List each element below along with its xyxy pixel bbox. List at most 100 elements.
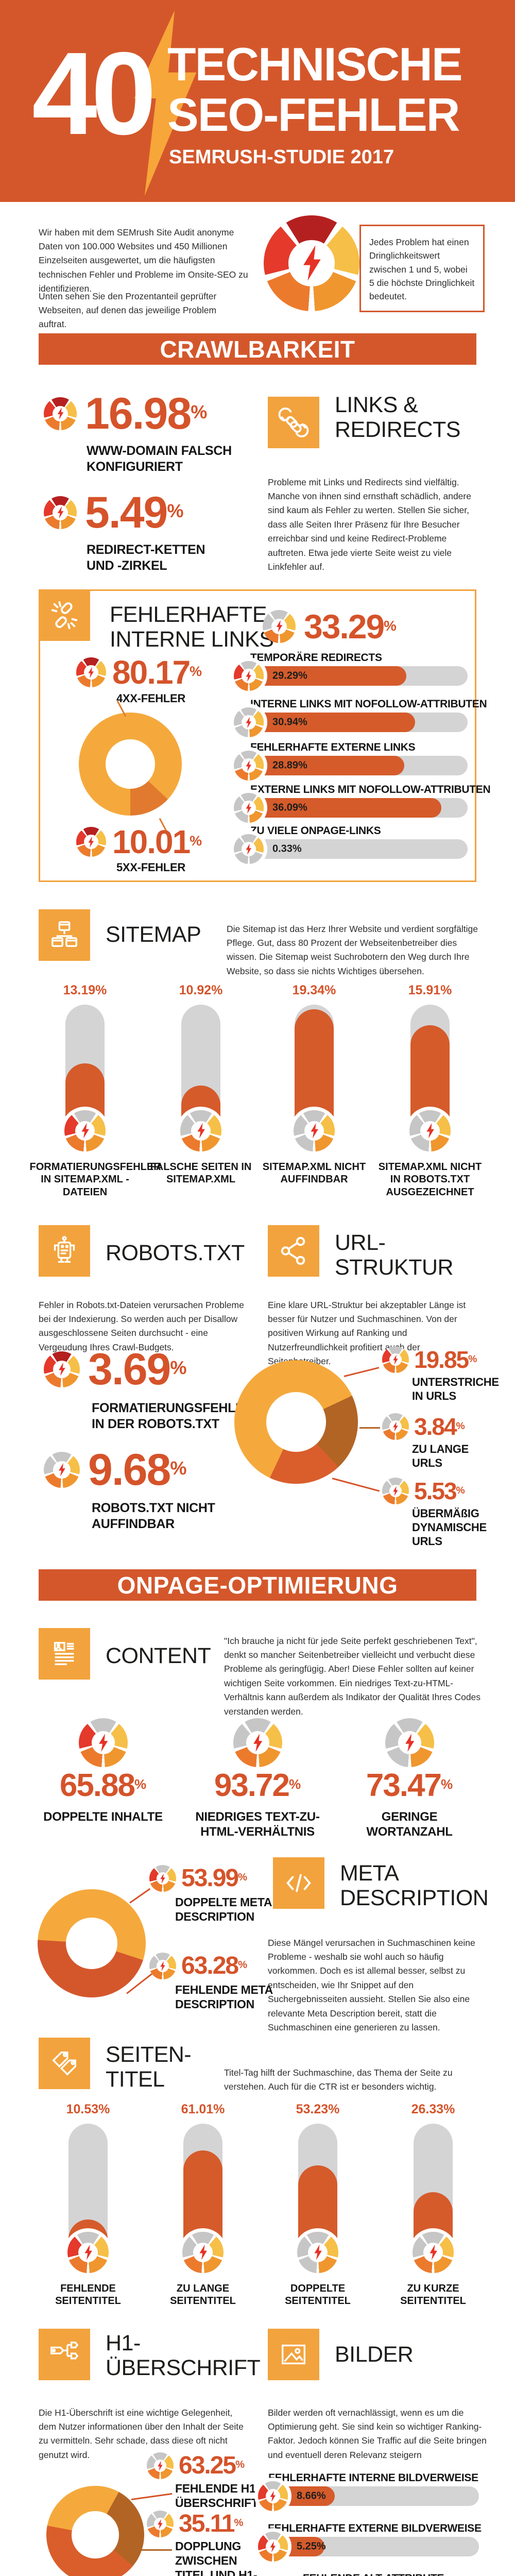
stat-broken-links-total: 33.29% — [263, 609, 397, 643]
bar-label: FEHLERHAFTE EXTERNE LINKS — [250, 741, 416, 753]
stat-bar-sitemap-format: 13.19% FORMATIERUNGSFEHLER IN SITEMAP.XM… — [30, 983, 161, 1198]
stat-label-unterstriche: UNTERSTRICHE IN URLS — [412, 1376, 499, 1402]
stat-label-fehlende-meta: FEHLENDE META DESCRIPTION — [175, 1983, 273, 2011]
bar-value: 10.53% — [66, 2102, 110, 2116]
bar-fill — [249, 798, 441, 818]
stat-value: 3.84% — [414, 1413, 465, 1440]
stat-dynamische-urls: 5.53% — [382, 1478, 465, 1504]
h1-bilder-section: H1-ÜBERSCHRIFT Die H1-Überschrift ist ei… — [0, 2324, 515, 2576]
links-redirects-text: Probleme mit Links und Redirects sind vi… — [268, 477, 471, 572]
bar-fill — [249, 666, 406, 686]
urgency-gauge-icon — [76, 827, 106, 857]
stat-bar-fehlende-titel: 10.53% FEHLENDE SEITENTITEL — [55, 2102, 121, 2307]
stat-bar-lange-titel: 61.01% ZU LANGE SEITENTITEL — [170, 2102, 236, 2307]
seitentitel-section: SEITEN-TITEL Titel-Tag hilft der Suchmas… — [0, 2035, 515, 2324]
h1-iconbox — [39, 2329, 90, 2380]
h1-donut-chart — [46, 2486, 144, 2576]
bar-value: 10.92% — [179, 983, 223, 997]
stat-robots-missing: 9.68% — [44, 1448, 187, 1492]
h1-text: Die H1-Überschrift ist eine wichtige Gel… — [39, 2407, 244, 2460]
stat-label-4xx: 4XX-FEHLER — [116, 692, 185, 705]
connector-line — [131, 2493, 173, 2500]
percent-sign: % — [238, 1959, 248, 1971]
stat-label-dopplung-h1: DOPPLUNG ZWISCHEN TITEL UND H1-ÜBERSCHRI… — [175, 2539, 258, 2576]
urgency-gauge-icon — [149, 1953, 176, 1979]
urgency-gauge-icon — [64, 1110, 106, 1151]
bar: 28.89% — [234, 751, 468, 781]
urgency-gauge-icon — [258, 2481, 288, 2511]
header-title-line1: TECHNISCHE — [167, 39, 463, 91]
stat-www-domain: 16.98% — [44, 392, 207, 436]
urgency-gauge-icon — [409, 1110, 451, 1151]
stat-label-redirect-ketten: REDIRECT-KETTEN UND -ZIRKEL — [87, 543, 205, 573]
stat-value: 16.98% — [85, 389, 208, 438]
stat-value: 73.47% — [366, 1768, 453, 1803]
header: 40 TECHNISCHE SEO-FEHLER SEMRUSH-STUDIE … — [0, 0, 515, 202]
percent-sign: % — [456, 1485, 465, 1497]
urgency-gauge-icon — [76, 657, 106, 687]
stat-bar-kurze-titel: 26.33% ZU KURZE SEITENTITEL — [400, 2102, 466, 2307]
bar-label: INTERNE LINKS MIT NOFOLLOW-ATTRIBUTEN — [250, 698, 487, 710]
bar-value: 26.33% — [411, 2102, 455, 2116]
bar-value: 29.29% — [272, 670, 307, 682]
meta-description-title: META DESCRIPTION — [340, 1861, 489, 1911]
stat-value: 9.68% — [88, 1445, 187, 1495]
stat-value: 3.69% — [88, 1345, 187, 1394]
urgency-gauge-icon — [44, 496, 77, 529]
urgency-gauge-icon — [234, 834, 264, 864]
links-redirects-title: LINKS & REDIRECTS — [335, 393, 460, 443]
meta-description-section: 53.99% DOPPELTE META DESCRIPTION 63.28% … — [0, 1855, 515, 2035]
bar-fill — [249, 713, 415, 732]
robots-iconbox — [39, 1225, 90, 1277]
bar-label: ZU LANGE SEITENTITEL — [170, 2283, 236, 2307]
broken-internal-links-box: FEHLERHAFTE INTERNE LINKS 33.29% 80.17% … — [39, 589, 491, 882]
connector-line — [332, 1478, 380, 1492]
stat-label-doppelte-inhalte: DOPPELTE INHALTE — [43, 1810, 163, 1824]
status-codes-donut-chart — [79, 713, 182, 816]
stat-label-dynamische-urls: ÜBERMÄßIG DYNAMISCHE URLS — [412, 1507, 487, 1548]
header-title-line2: SEO-FEHLER — [167, 89, 460, 141]
bar: 5.25% — [258, 2532, 479, 2562]
h1-title: H1-ÜBERSCHRIFT — [106, 2331, 261, 2381]
document-icon — [54, 1641, 74, 1666]
bar: 36.09% — [234, 793, 468, 823]
image-icon — [281, 2344, 306, 2365]
urgency-gauge-icon — [182, 2232, 224, 2273]
percent-sign: % — [134, 1776, 147, 1792]
banner-crawlbarkeit: CRAWLBARKEIT — [39, 333, 476, 365]
connector-line — [129, 1888, 151, 1904]
stat-fehlende-meta: 63.28% — [149, 1953, 247, 1979]
bar-label: FEHLENDE SEITENTITEL — [55, 2283, 121, 2307]
sitemap-tree-icon — [52, 921, 77, 947]
content-text: "Ich brauche ja nicht für jede Seite per… — [224, 1635, 481, 1717]
meta-description-iconbox — [273, 1857, 324, 1909]
urgency-gauge-icon — [180, 1110, 221, 1151]
stat-label-doppelte-meta: DOPPELTE META DESCRIPTION — [175, 1895, 272, 1924]
bar-value: 15.91% — [408, 983, 452, 997]
donut-hole — [72, 2511, 119, 2558]
urgency-gauge-icon — [147, 2511, 174, 2537]
urgency-gauge-icon — [79, 1718, 128, 1767]
urgency-legend-gauge-icon — [264, 215, 359, 311]
stat-value: 33.29% — [304, 607, 397, 646]
stat-value: 35.11% — [179, 2510, 244, 2537]
robots-url-section: ROBOTS.TXT Fehler in Robots.txt-Dateien … — [0, 1221, 515, 1569]
stat-robots-format: 3.69% — [44, 1347, 187, 1392]
connector-line — [140, 2549, 172, 2551]
stat-5xx: 10.01% — [76, 825, 202, 858]
bar-label: TEMPORÄRE REDIRECTS — [250, 652, 382, 664]
sitemap-section: SITEMAP Die Sitemap ist das Herz Ihrer W… — [0, 907, 515, 1221]
links-redirects-iconbox — [268, 397, 319, 448]
stat-redirect-ketten: 5.49% — [44, 490, 184, 535]
percent-sign: % — [170, 1458, 187, 1479]
seitentitel-title: SEITEN-TITEL — [106, 2042, 192, 2092]
stat-value: 80.17% — [112, 654, 202, 691]
bar: 8.66% — [258, 2481, 479, 2511]
bar-label: FEHLENDE ALT-ATTRIBUTE — [268, 2572, 479, 2576]
percent-sign: % — [191, 401, 208, 423]
stat-value: 10.01% — [112, 823, 202, 860]
percent-sign: % — [456, 1421, 465, 1432]
percent-sign: % — [238, 1871, 248, 1883]
bar-label: SITEMAP.XML NICHT AUFFINDBAR — [262, 1161, 366, 1185]
stat-value: 63.25% — [179, 2452, 245, 2479]
